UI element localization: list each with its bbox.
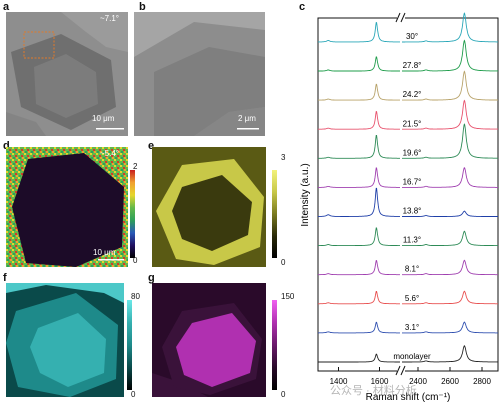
panel-b-scalebar-label: 2 μm <box>238 114 256 123</box>
panel-d-cbar-min: 0 <box>133 256 138 265</box>
panel-b-letter: b <box>139 1 146 13</box>
spectrum-label: 19.6° <box>403 148 422 157</box>
x-tick-label: 2800 <box>473 377 491 386</box>
panel-d-cbar-max: 2 <box>133 162 138 171</box>
spectrum-5.6 <box>318 290 498 305</box>
panel-g-letter: g <box>148 272 155 284</box>
spectrum-label: 11.3° <box>403 236 421 245</box>
spectrum-label: 21.5° <box>403 119 422 128</box>
x-tick-label: 2400 <box>409 377 427 386</box>
panel-c-letter: c <box>299 1 306 13</box>
spectrum-16.7 <box>318 167 498 188</box>
spectrum-19.6 <box>318 123 498 159</box>
spectrum-8.1 <box>318 259 498 276</box>
spectrum-27.8 <box>318 39 498 72</box>
panel-g-cbar-min: 0 <box>281 390 286 399</box>
spectrum-label: 30° <box>406 32 418 41</box>
spectrum-label: 27.8° <box>403 61 422 70</box>
raman-ylabel: Intensity (a.u.) <box>300 163 311 226</box>
spectrum-21.5 <box>318 99 498 130</box>
x-tick-label: 1400 <box>330 377 348 386</box>
spectrum-3.1 <box>318 321 498 334</box>
spectrum-13.8 <box>318 187 498 217</box>
axis-break-bottom <box>395 365 406 376</box>
panel-d-map <box>6 147 128 267</box>
spectrum-11.3 <box>318 227 498 247</box>
x-tick-label: 2600 <box>441 377 459 386</box>
panel-f-map <box>6 283 124 397</box>
spectrum-label: 13.8° <box>403 207 422 216</box>
spectrum-30 <box>318 12 498 43</box>
panel-e-cbar-max: 3 <box>281 153 286 162</box>
panel-e-colorbar <box>272 170 277 258</box>
watermark: 公众号 · 材料分析 <box>330 385 417 397</box>
axis-break-top <box>395 12 406 23</box>
panel-d-scalebar-label: 10 μm <box>93 248 116 257</box>
panel-f-colorbar <box>127 300 132 390</box>
raman-xlabel: Raman shift (cm⁻¹) <box>366 392 451 403</box>
panel-g-cbar-max: 150 <box>281 292 295 301</box>
panel-a-scalebar-label: 10 μm <box>92 114 115 123</box>
panel-b-sem-image <box>134 12 265 136</box>
panel-a-sem-image <box>6 12 128 136</box>
spectrum-label: monolayer <box>393 352 431 361</box>
spectrum-label: 16.7° <box>403 178 422 187</box>
panel-e-cbar-min: 0 <box>281 258 286 267</box>
panel-g-colorbar <box>272 300 277 390</box>
spectrum-label: 8.1° <box>405 265 419 274</box>
panel-g-map <box>152 283 266 397</box>
panel-d-angle: ~5.4° <box>100 149 119 158</box>
raman-spectra-chart: 30° 27.8° 24.2° 21.5° 19.6° 16.7° 13.8° 11.3° 8.… <box>300 12 499 403</box>
raman-plot-frame <box>317 17 499 372</box>
panel-e-map <box>152 147 266 267</box>
panel-f-cbar-max: 80 <box>131 292 140 301</box>
panel-e-letter: e <box>148 140 155 152</box>
panel-d-colorbar <box>130 170 135 258</box>
panel-a-angle: ~7.1° <box>100 14 119 23</box>
panel-f-cbar-min: 0 <box>131 390 136 399</box>
spectrum-label: 3.1° <box>405 323 419 332</box>
panel-d-letter: d <box>3 140 10 152</box>
spectrum-label: 5.6° <box>405 294 419 303</box>
panel-f-letter: f <box>3 272 7 284</box>
panel-a-letter: a <box>3 1 10 13</box>
spectrum-label: 24.2° <box>403 90 422 99</box>
spectrum-monolayer <box>318 345 498 363</box>
spectrum-24.2 <box>318 70 498 101</box>
x-tick-label: 1600 <box>371 377 389 386</box>
